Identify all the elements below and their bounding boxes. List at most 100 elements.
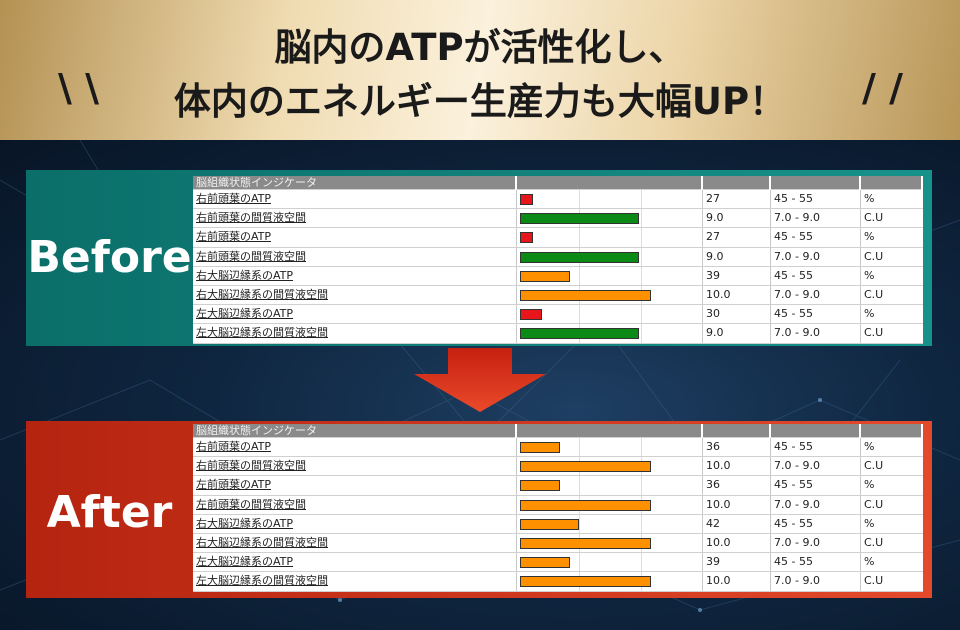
level-bar (520, 576, 651, 588)
indicator-name[interactable]: 左前頭葉のATP (193, 228, 517, 247)
indicator-unit: % (864, 478, 875, 492)
indicator-unit: % (864, 230, 875, 244)
header-cell (703, 424, 771, 438)
indicator-range: 45 - 55 (771, 514, 861, 533)
indicator-unit: C.U (864, 459, 884, 473)
indicator-link[interactable]: 右大脳辺縁系のATP (196, 268, 294, 282)
indicator-unit: % (864, 307, 875, 321)
indicator-link[interactable]: 左前頭葉のATP (196, 230, 272, 244)
level-bar (520, 480, 560, 492)
indicator-value: 10.0 (703, 495, 771, 514)
level-bar-cell (517, 572, 703, 591)
table-row: 右前頭葉のATP 36 45 - 55% (193, 438, 923, 458)
indicator-link[interactable]: 右前頭葉のATP (196, 440, 272, 453)
indicator-unit: % (864, 516, 875, 530)
indicator-link[interactable]: 左大脳辺縁系の間質液空間 (196, 326, 328, 340)
indicator-value: 36 (703, 476, 771, 495)
table-row: 右大脳辺縁系のATP 39 45 - 55% (193, 266, 923, 286)
table-row: 右前頭葉の間質液空間 9.0 7.0 - 9.0 C.U (193, 209, 923, 229)
level-bar-cell (517, 305, 703, 324)
indicator-value: 9.0 (703, 209, 771, 228)
table-row: 右大脳辺縁系の間質液空間 10.0 7.0 - 9.0 C.U (193, 533, 923, 554)
indicator-range: 45 - 55 (771, 228, 861, 247)
indicator-link[interactable]: 左前頭葉の間質液空間 (196, 497, 306, 511)
indicator-value: 39 (703, 553, 771, 572)
indicator-link[interactable]: 左前頭葉の間質液空間 (196, 249, 306, 263)
table-row: 左大脳辺縁系の間質液空間 10.0 7.0 - 9.0 C.U (193, 572, 923, 592)
level-bar-cell (517, 553, 703, 572)
level-bar-cell (517, 533, 703, 553)
headline-line-2: 体内のエネルギー生産力も大幅UP！ (173, 80, 787, 123)
indicator-value: 30 (703, 305, 771, 324)
table-row: 左前頭葉のATP 36 45 - 55% (193, 476, 923, 496)
indicator-name[interactable]: 左前頭葉の間質液空間 (193, 247, 517, 266)
indicator-value: 27 (703, 228, 771, 247)
indicator-range: 45 - 55 (771, 190, 861, 209)
indicator-range: 45 - 55 (771, 438, 861, 457)
level-bar (520, 289, 651, 301)
indicator-range: 7.0 - 9.0 (771, 572, 861, 591)
indicator-link[interactable]: 右前頭葉の間質液空間 (196, 459, 306, 473)
table-title: 脳組織状態インジケータ (193, 176, 517, 190)
level-bar-cell (517, 228, 703, 247)
table-row: 左大脳辺縁系のATP 39 45 - 55% (193, 553, 923, 573)
level-bar (520, 232, 533, 244)
indicator-link[interactable]: 左大脳辺縁系のATP (196, 555, 294, 569)
indicator-unit: % (864, 268, 875, 282)
left-slash-decoration: \ \ (58, 66, 99, 110)
header-cell (861, 176, 923, 190)
indicator-link[interactable]: 左前頭葉のATP (196, 478, 272, 492)
header-cell (517, 176, 703, 190)
indicator-range: 7.0 - 9.0 (771, 533, 861, 553)
indicator-unit: % (864, 440, 875, 453)
indicator-value: 9.0 (703, 324, 771, 343)
level-bar (520, 537, 651, 549)
table-title: 脳組織状態インジケータ (193, 424, 517, 438)
indicator-range: 7.0 - 9.0 (771, 457, 861, 476)
level-bar (520, 213, 639, 225)
level-bar-cell (517, 247, 703, 266)
indicator-name[interactable]: 左大脳辺縁系のATP (193, 553, 517, 572)
indicator-name[interactable]: 右大脳辺縁系の間質液空間 (193, 285, 517, 305)
indicator-name[interactable]: 右大脳辺縁系のATP (193, 266, 517, 285)
indicator-name[interactable]: 左前頭葉の間質液空間 (193, 495, 517, 514)
before-label: Before (27, 232, 192, 283)
header-cell (771, 176, 861, 190)
headline-line-1: 脳内のATPが活性化し、 (274, 26, 686, 69)
indicator-value: 10.0 (703, 285, 771, 305)
indicator-range: 45 - 55 (771, 305, 861, 324)
indicator-name[interactable]: 左大脳辺縁系の間質液空間 (193, 572, 517, 591)
indicator-name[interactable]: 左大脳辺縁系のATP (193, 305, 517, 324)
level-bar-cell (517, 266, 703, 285)
level-bar (520, 518, 579, 530)
table-row: 左前頭葉の間質液空間 10.0 7.0 - 9.0 C.U (193, 495, 923, 515)
indicator-name[interactable]: 右前頭葉のATP (193, 438, 517, 457)
indicator-range: 7.0 - 9.0 (771, 209, 861, 228)
indicator-link[interactable]: 右大脳辺縁系の間質液空間 (196, 535, 328, 549)
indicator-unit: C.U (864, 326, 884, 340)
level-bar (520, 309, 542, 321)
indicator-link[interactable]: 左大脳辺縁系の間質液空間 (196, 574, 328, 588)
level-bar-cell (517, 324, 703, 343)
indicator-name[interactable]: 右大脳辺縁系のATP (193, 514, 517, 533)
indicator-range: 7.0 - 9.0 (771, 495, 861, 514)
level-bar (520, 461, 651, 473)
indicator-name[interactable]: 左前頭葉のATP (193, 476, 517, 495)
indicator-name[interactable]: 右大脳辺縁系の間質液空間 (193, 533, 517, 553)
header-cell (703, 176, 771, 190)
indicator-value: 9.0 (703, 247, 771, 266)
after-panel: After 脳組織状態インジケータ 右前頭葉のATP 36 45 - 55% 右前頭葉… (26, 421, 932, 598)
level-bar (520, 557, 570, 569)
indicator-link[interactable]: 右前頭葉の間質液空間 (196, 211, 306, 225)
indicator-link[interactable]: 右大脳辺縁系のATP (196, 516, 294, 530)
indicator-link[interactable]: 右大脳辺縁系の間質液空間 (196, 287, 328, 301)
level-bar-cell (517, 438, 703, 457)
indicator-name[interactable]: 右前頭葉の間質液空間 (193, 457, 517, 476)
indicator-name[interactable]: 右前頭葉のATP (193, 190, 517, 209)
down-arrow-icon (414, 348, 546, 412)
level-bar-cell (517, 457, 703, 476)
indicator-link[interactable]: 右前頭葉のATP (196, 192, 272, 205)
indicator-link[interactable]: 左大脳辺縁系のATP (196, 307, 294, 321)
indicator-name[interactable]: 右前頭葉の間質液空間 (193, 209, 517, 228)
indicator-name[interactable]: 左大脳辺縁系の間質液空間 (193, 324, 517, 343)
